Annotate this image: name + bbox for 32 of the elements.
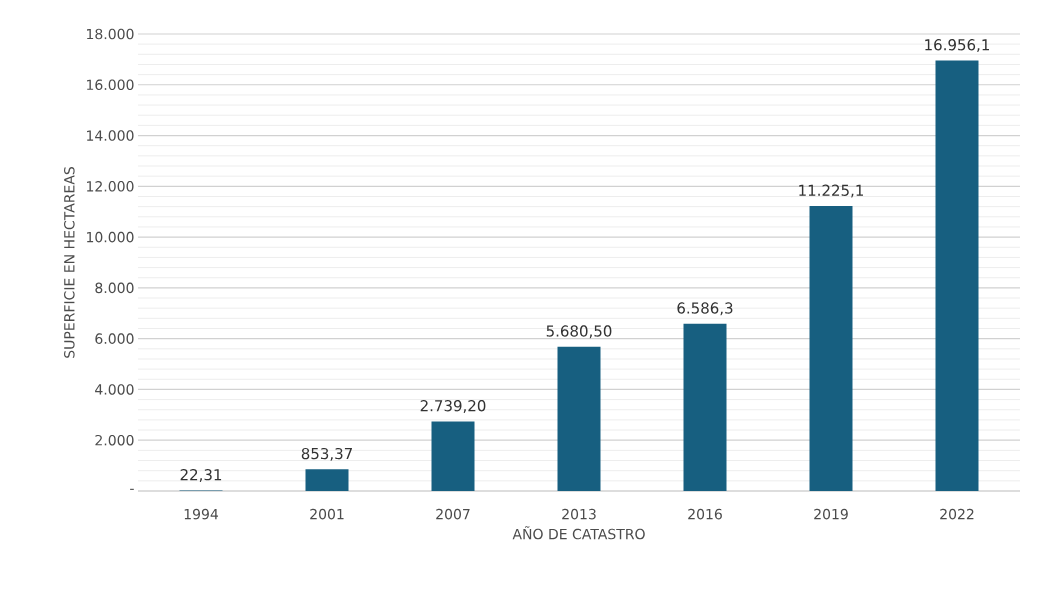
y-tick-label: 10.000 bbox=[87, 231, 134, 243]
data-label: 22,31 bbox=[180, 469, 222, 482]
bar bbox=[305, 469, 349, 491]
y-axis-title: SUPERFICIE EN HECTAREAS bbox=[64, 166, 75, 358]
data-label: 853,37 bbox=[301, 447, 352, 461]
data-label: 6.586,3 bbox=[677, 302, 733, 316]
x-tick-label: 2016 bbox=[688, 508, 722, 520]
y-tick-label: 16.000 bbox=[87, 79, 134, 91]
bar bbox=[935, 60, 979, 491]
x-tick-label: 2001 bbox=[310, 508, 344, 520]
y-tick-label: - bbox=[130, 488, 134, 490]
y-tick-label: 14.000 bbox=[87, 130, 134, 141]
x-tick-label: 2019 bbox=[814, 508, 848, 520]
y-tick-label: 6.000 bbox=[95, 333, 134, 344]
y-tick-label: 4.000 bbox=[95, 384, 134, 395]
data-label: 2.739,20 bbox=[420, 400, 486, 413]
y-tick-label: 18.000 bbox=[87, 28, 134, 40]
data-label: 16.956,1 bbox=[925, 39, 989, 52]
bar bbox=[809, 206, 853, 491]
y-tick-label: 12.000 bbox=[87, 181, 134, 192]
bar bbox=[557, 346, 601, 491]
x-tick-label: 2022 bbox=[940, 508, 974, 520]
y-tick-label: 2.000 bbox=[95, 434, 134, 446]
bar bbox=[431, 421, 475, 491]
bar bbox=[683, 323, 727, 491]
x-tick-label: 2007 bbox=[436, 508, 470, 520]
x-tick-label: 2013 bbox=[562, 508, 596, 520]
x-axis-title: AÑO DE CATASTRO bbox=[512, 526, 645, 540]
x-tick-label: 1994 bbox=[184, 508, 219, 520]
y-tick-label: 8.000 bbox=[95, 282, 134, 294]
data-label: 11.225,1 bbox=[799, 184, 863, 198]
data-label: 5.680,50 bbox=[546, 325, 612, 339]
